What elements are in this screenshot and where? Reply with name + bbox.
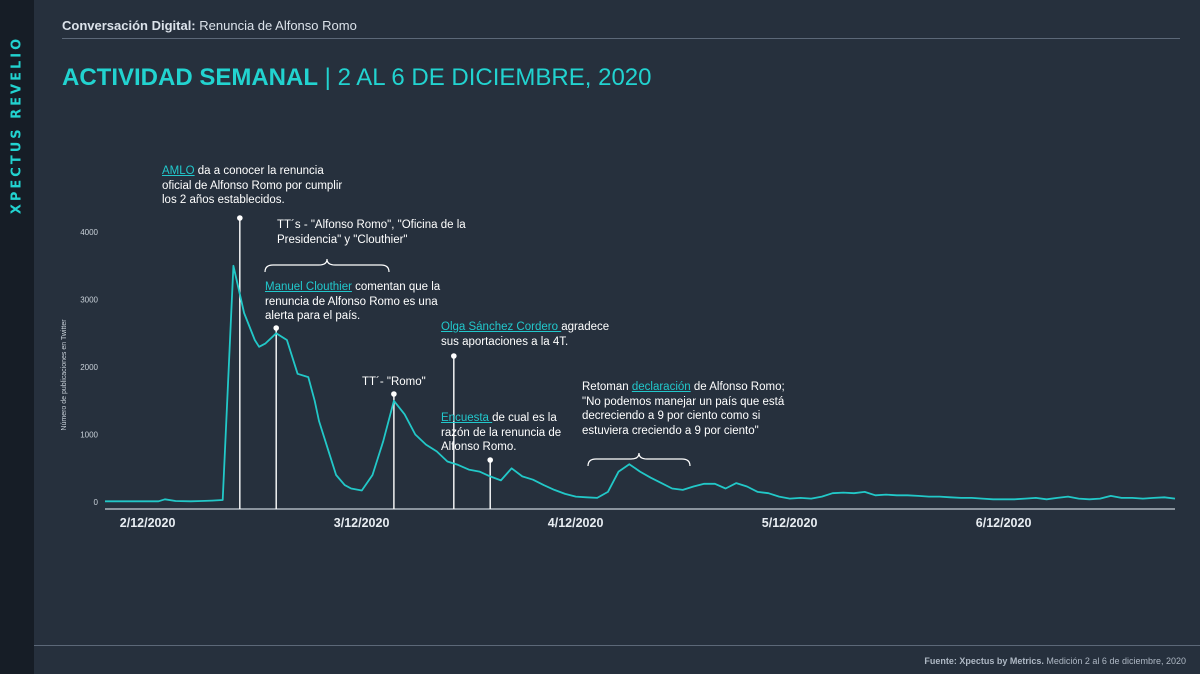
brace-declaracion xyxy=(587,452,691,467)
annotation-amlo-text: da a conocer la renuncia oficial de Alfo… xyxy=(162,165,343,206)
annotation-tts: TT´s - "Alfonso Romo", "Oficina de la Pr… xyxy=(277,218,467,247)
header-label: Conversación Digital: xyxy=(62,18,196,33)
brace-tts xyxy=(264,258,390,273)
source-label: Fuente: Xpectus by Metrics. xyxy=(924,656,1044,666)
annotation-declaracion-link[interactable]: declaración xyxy=(631,381,691,393)
x-tick-label: 4/12/2020 xyxy=(548,516,604,530)
y-tick-label: 4000 xyxy=(80,228,98,237)
annotation-tt-romo-text: TT´- "Romo" xyxy=(362,376,426,388)
header-topic: Renuncia de Alfonso Romo xyxy=(199,18,357,33)
header-divider xyxy=(62,38,1180,39)
annotation-tts-text: TT´s - "Alfonso Romo", "Oficina de la Pr… xyxy=(277,219,466,246)
annotation-olga: Olga Sánchez Cordero agradece sus aporta… xyxy=(441,320,616,349)
y-axis-label: Número de publicaciones en Twitter xyxy=(61,319,68,431)
y-tick-label: 3000 xyxy=(80,296,98,305)
event-marker-dot xyxy=(487,457,494,463)
annotation-declaracion-pre: Retoman xyxy=(582,381,632,393)
title-dates: 2 AL 6 DE DICIEMBRE, 2020 xyxy=(337,64,652,91)
annotation-clouthier-text: comentan que la renuncia de Alfonso Romo… xyxy=(265,281,441,322)
annotation-olga-text: agradece sus aportaciones a la 4T. xyxy=(441,321,610,348)
x-tick-label: 3/12/2020 xyxy=(334,516,390,530)
title-separator: | xyxy=(324,64,331,91)
y-tick-label: 0 xyxy=(94,498,99,507)
series-line xyxy=(105,264,1176,503)
annotation-clouthier: Manuel Clouthier comentan que la renunci… xyxy=(265,280,455,324)
annotation-encuesta: Encuesta de cual es la razón de la renun… xyxy=(441,411,576,455)
annotation-amlo: AMLO da a conocer la renuncia oficial de… xyxy=(162,164,347,208)
event-marker-dot xyxy=(237,215,243,221)
source-text: Medición 2 al 6 de diciembre, 2020 xyxy=(1046,656,1186,666)
annotation-tt-romo: TT´- "Romo" xyxy=(362,375,426,390)
annotation-amlo-link[interactable]: AMLO xyxy=(162,165,195,177)
footer-divider xyxy=(34,645,1200,646)
annotation-encuesta-text: de cual es la razón de la renuncia de Al… xyxy=(441,412,562,453)
y-tick-label: 2000 xyxy=(80,363,98,372)
event-marker-dot xyxy=(391,391,397,397)
y-tick-label: 1000 xyxy=(80,431,98,440)
annotation-encuesta-link[interactable]: Encuesta xyxy=(441,412,493,424)
x-tick-label: 6/12/2020 xyxy=(976,516,1032,530)
annotation-clouthier-link[interactable]: Manuel Clouthier xyxy=(265,281,352,293)
sidebar: XPECTUS REVELIO xyxy=(0,0,34,674)
annotation-olga-link[interactable]: Olga Sánchez Cordero xyxy=(441,321,562,333)
title-main: ACTIVIDAD SEMANAL xyxy=(62,64,318,91)
annotation-declaracion: Retoman declaración de Alfonso Romo; "No… xyxy=(582,380,797,438)
event-marker-dot xyxy=(273,325,280,331)
x-tick-label: 2/12/2020 xyxy=(120,516,176,530)
page-title: ACTIVIDAD SEMANAL | 2 AL 6 DE DICIEMBRE,… xyxy=(62,64,652,92)
x-tick-label: 5/12/2020 xyxy=(762,516,818,530)
event-marker-dot xyxy=(451,353,457,359)
source-note: Fuente: Xpectus by Metrics. Medición 2 a… xyxy=(924,656,1186,666)
annotation-declaracion-text: de Alfonso Romo; "No podemos manejar un … xyxy=(582,381,785,437)
breadcrumb: Conversación Digital: Renuncia de Alfons… xyxy=(62,18,357,33)
